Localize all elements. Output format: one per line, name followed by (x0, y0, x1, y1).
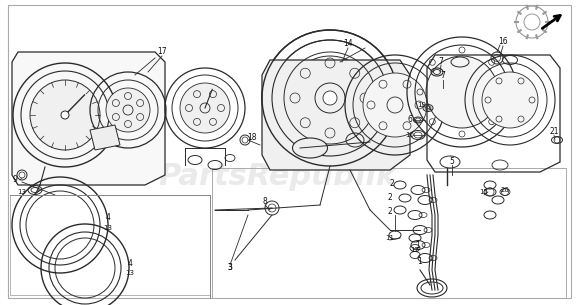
Circle shape (288, 56, 372, 140)
Polygon shape (90, 125, 120, 150)
Text: 13: 13 (17, 189, 27, 195)
Polygon shape (12, 52, 165, 185)
Circle shape (180, 83, 230, 133)
Text: 2: 2 (387, 193, 393, 203)
Text: 11: 11 (386, 235, 394, 241)
Text: 19: 19 (417, 102, 427, 108)
Text: 12: 12 (411, 247, 419, 253)
Polygon shape (262, 60, 410, 170)
Bar (10, 195, 210, 295)
Circle shape (106, 88, 150, 132)
Text: 8: 8 (263, 198, 267, 206)
Text: 15: 15 (479, 189, 489, 195)
Circle shape (323, 91, 337, 105)
Text: 21: 21 (549, 127, 559, 137)
Text: 14: 14 (343, 40, 353, 48)
Text: 6: 6 (408, 116, 412, 124)
Text: 16: 16 (498, 38, 508, 46)
Text: 7: 7 (441, 70, 445, 80)
Text: 17: 17 (157, 48, 167, 56)
Text: 4: 4 (127, 259, 133, 267)
Circle shape (426, 56, 498, 128)
Text: 18: 18 (247, 134, 256, 142)
Text: 1: 1 (416, 242, 420, 250)
Circle shape (61, 111, 69, 119)
Text: 3: 3 (228, 264, 232, 272)
Text: 10: 10 (405, 132, 415, 138)
Text: 20: 20 (501, 187, 510, 193)
Text: 9: 9 (13, 175, 17, 185)
Text: 2: 2 (390, 178, 394, 188)
Text: 3: 3 (228, 264, 232, 272)
Circle shape (482, 72, 538, 128)
Text: 4: 4 (105, 214, 111, 223)
Text: 2: 2 (387, 207, 393, 217)
Text: PartsRepublik: PartsRepublik (159, 162, 397, 192)
Text: 5: 5 (449, 157, 455, 167)
Text: 13: 13 (104, 225, 112, 231)
Circle shape (363, 73, 427, 137)
Circle shape (30, 80, 100, 150)
Text: 7: 7 (438, 58, 444, 66)
Text: 1: 1 (417, 257, 422, 267)
Text: 13: 13 (126, 270, 134, 276)
Ellipse shape (292, 138, 328, 158)
